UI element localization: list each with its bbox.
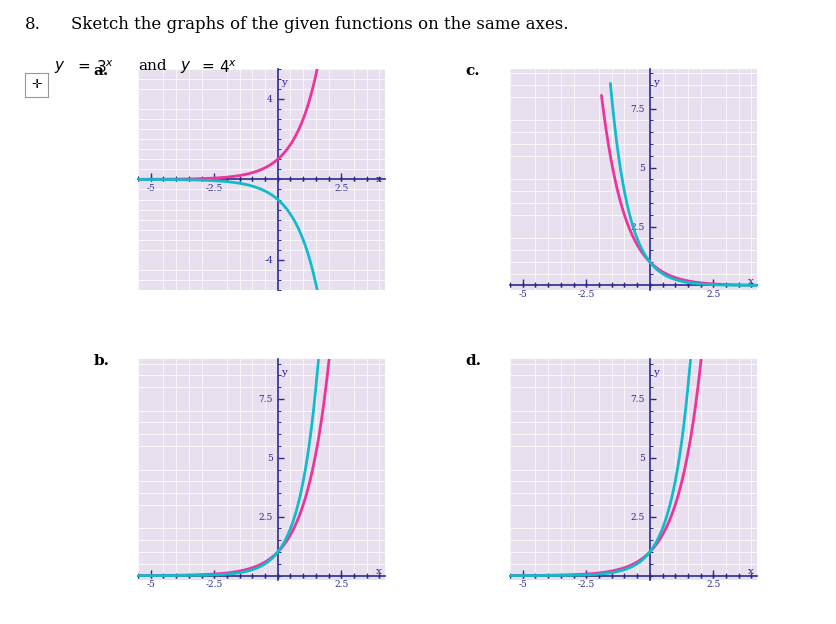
Text: y: y [281,368,287,377]
Text: ✛: ✛ [32,79,42,91]
Text: 8.: 8. [25,16,41,32]
Text: $=$: $=$ [75,59,91,73]
Text: y: y [653,368,659,377]
Text: $4^x$: $4^x$ [219,59,237,76]
Text: $y$: $y$ [54,59,66,76]
Text: and: and [138,59,166,73]
Text: y: y [281,77,287,87]
Text: Sketch the graphs of the given functions on the same axes.: Sketch the graphs of the given functions… [71,16,568,32]
Text: $y$: $y$ [180,59,191,76]
Text: x: x [376,175,382,184]
Text: c.: c. [466,64,480,78]
Text: $=$: $=$ [199,59,215,73]
Text: x: x [376,567,382,576]
Text: y: y [653,77,659,87]
Text: $3^x$: $3^x$ [96,59,115,76]
Text: d.: d. [466,354,482,368]
Text: x: x [748,567,754,576]
Text: b.: b. [94,354,110,368]
Text: a.: a. [94,64,109,78]
Text: x: x [748,276,754,286]
